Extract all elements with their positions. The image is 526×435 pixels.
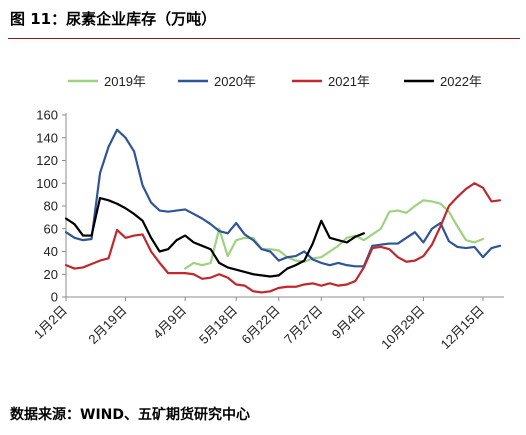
x-tick-label: 2月19日 bbox=[85, 303, 129, 347]
x-tick-label: 1月2日 bbox=[31, 303, 70, 342]
x-tick-label: 7月27日 bbox=[281, 303, 325, 347]
series-line-2021年 bbox=[64, 182, 502, 294]
legend-label-2021年: 2021年 bbox=[328, 74, 370, 89]
y-tick-label: 0 bbox=[51, 290, 58, 305]
x-tick-label: 5月18日 bbox=[196, 303, 240, 347]
inventory-line-chart: 0 20 40 60 80 100 120 140 160 1月2日 2月19日 4月9日 5月18日6… bbox=[31, 74, 504, 352]
source-note: 数据来源：WIND、五矿期货研究中心 bbox=[10, 407, 250, 423]
y-tick-label: 20 bbox=[44, 267, 58, 282]
figure-title: 图 11：尿素企业库存（万吨） bbox=[10, 10, 217, 28]
title-divider bbox=[8, 38, 520, 39]
series-line-2020年 bbox=[64, 128, 502, 268]
x-tick-label: 9月4日 bbox=[329, 303, 368, 342]
x-tick-label: 4月9日 bbox=[150, 303, 189, 342]
series-line-2022年 bbox=[64, 196, 365, 278]
legend-label-2022年: 2022年 bbox=[440, 74, 482, 89]
x-tick-label: 10月29日 bbox=[378, 303, 427, 352]
series-line-2019年 bbox=[184, 199, 485, 270]
y-tick-label: 80 bbox=[44, 199, 58, 214]
legend-label-2020年: 2020年 bbox=[214, 74, 256, 89]
y-tick-label: 120 bbox=[36, 153, 58, 168]
y-tick-label: 160 bbox=[36, 108, 58, 123]
x-tick-label: 12月15日 bbox=[438, 303, 487, 352]
x-tick-label: 6月22日 bbox=[239, 303, 283, 347]
y-tick-label: 40 bbox=[44, 244, 58, 259]
y-tick-label: 100 bbox=[36, 176, 58, 191]
legend-label-2019年: 2019年 bbox=[104, 74, 146, 89]
y-tick-label: 60 bbox=[44, 221, 58, 236]
y-tick-label: 140 bbox=[36, 130, 58, 145]
